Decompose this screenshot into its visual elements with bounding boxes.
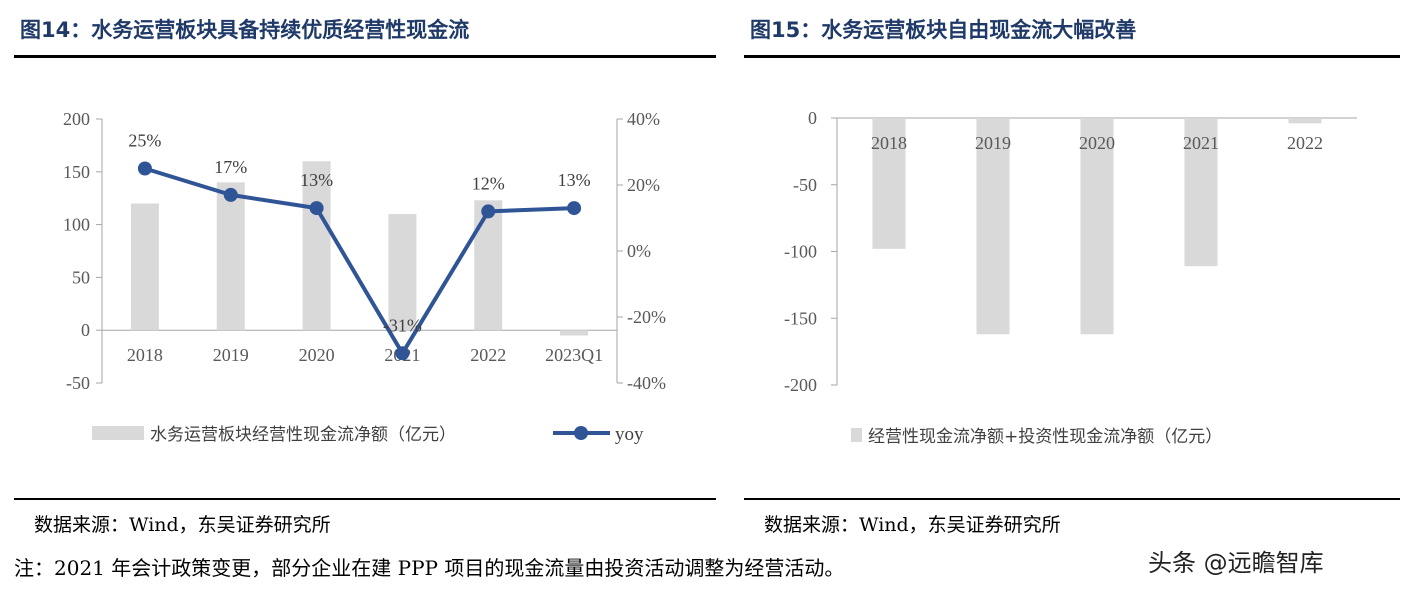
yoy-line bbox=[144, 166, 575, 356]
y-tick-label: 0 bbox=[808, 108, 817, 128]
yoy-point bbox=[309, 201, 324, 216]
legend-label-bar: 水务运营板块经营性现金流净额（亿元） bbox=[150, 425, 456, 445]
right-y-tick-label: -40% bbox=[627, 373, 666, 393]
right-bottom-rule bbox=[744, 498, 1400, 500]
yoy-data-label: -31% bbox=[383, 315, 422, 335]
legend-swatch-bar bbox=[851, 428, 862, 442]
yoy-point bbox=[567, 201, 582, 216]
yoy-point bbox=[481, 204, 496, 219]
bar bbox=[130, 203, 159, 331]
bar bbox=[560, 330, 589, 336]
right-chart: 0 -50 -100 -150 -200 2018 2019 2020 2021 2022 经营性现… bbox=[784, 108, 1357, 447]
y-tick-label: -150 bbox=[784, 308, 817, 328]
y-tick-label: -100 bbox=[784, 242, 817, 262]
x-tick-label: 2018 bbox=[871, 133, 907, 153]
left-chart: 200 150 100 50 0 -50 40% 20% 0% -20% -40% 2018 2019 2… bbox=[63, 109, 666, 445]
right-figure-title: 图15：水务运营板块自由现金流大幅改善 bbox=[750, 18, 1137, 42]
watermark: 头条 @远瞻智库 bbox=[1148, 549, 1324, 577]
x-tick-label: 2022 bbox=[470, 345, 506, 365]
left-bottom-rule bbox=[14, 498, 716, 500]
right-y-tick-label: 20% bbox=[627, 175, 660, 195]
left-y-tick-label: 100 bbox=[63, 215, 90, 235]
bar bbox=[976, 118, 1010, 335]
right-title-rule bbox=[744, 55, 1400, 58]
yoy-data-label: 12% bbox=[472, 173, 505, 193]
legend-swatch-marker bbox=[574, 426, 588, 440]
bar bbox=[302, 161, 331, 331]
x-tick-label: 2020 bbox=[299, 345, 335, 365]
x-tick-label: 2023Q1 bbox=[545, 345, 603, 365]
left-y-tick-label: 200 bbox=[63, 109, 90, 129]
x-tick-label: 2018 bbox=[127, 345, 163, 365]
bar bbox=[474, 200, 503, 331]
left-y-tick-label: 150 bbox=[63, 162, 90, 182]
left-y-tick-label: -50 bbox=[66, 373, 90, 393]
y-tick-label: -50 bbox=[793, 175, 817, 195]
x-tick-label: 2021 bbox=[1183, 133, 1219, 153]
left-title-rule bbox=[14, 55, 716, 58]
footnote: 注：2021 年会计政策变更，部分企业在建 PPP 项目的现金流量由投资活动调整… bbox=[14, 556, 845, 580]
legend-label-bar: 经营性现金流净额+投资性现金流净额（亿元） bbox=[868, 427, 1222, 447]
bar bbox=[872, 118, 906, 249]
yoy-data-label: 13% bbox=[558, 170, 591, 190]
left-figure-title: 图14：水务运营板块具备持续优质经营性现金流 bbox=[20, 18, 470, 42]
left-source: 数据来源：Wind，东吴证券研究所 bbox=[34, 514, 331, 536]
yoy-point bbox=[223, 187, 238, 202]
yoy-data-label: 17% bbox=[214, 157, 247, 177]
bar bbox=[1288, 118, 1322, 124]
right-y-tick-label: -20% bbox=[627, 307, 666, 327]
left-figure: 图14：水务运营板块具备持续优质经营性现金流 200 150 100 50 0 -50 40… bbox=[14, 0, 716, 545]
right-figure: 图15：水务运营板块自由现金流大幅改善 0 -50 -100 -150 -200 2018… bbox=[744, 0, 1400, 545]
legend-label-line: yoy bbox=[615, 424, 644, 445]
bar bbox=[216, 182, 245, 331]
bar bbox=[1184, 118, 1218, 267]
right-source: 数据来源：Wind，东吴证券研究所 bbox=[764, 514, 1061, 536]
left-y-tick-label: 0 bbox=[81, 320, 90, 340]
right-y-tick-label: 40% bbox=[627, 109, 660, 129]
yoy-point bbox=[137, 161, 152, 176]
yoy-point bbox=[395, 346, 410, 361]
right-y-tick-label: 0% bbox=[627, 241, 651, 261]
yoy-data-label: 25% bbox=[128, 131, 161, 151]
bar bbox=[388, 214, 417, 331]
x-tick-label: 2020 bbox=[1079, 133, 1115, 153]
y-tick-label: -200 bbox=[784, 375, 817, 395]
left-y-tick-label: 50 bbox=[72, 267, 90, 287]
x-tick-label: 2019 bbox=[213, 345, 249, 365]
x-tick-label: 2022 bbox=[1287, 133, 1323, 153]
bar bbox=[1080, 118, 1114, 335]
legend-swatch-bar bbox=[92, 426, 144, 440]
yoy-data-label: 13% bbox=[300, 170, 333, 190]
x-tick-label: 2019 bbox=[975, 133, 1011, 153]
